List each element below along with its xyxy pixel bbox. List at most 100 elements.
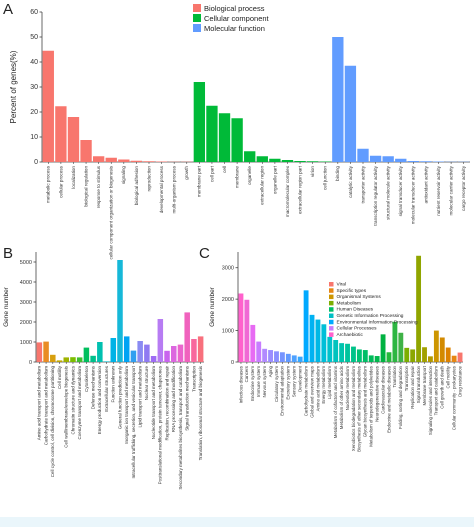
bar [238, 293, 244, 362]
bar [130, 350, 137, 362]
bar [43, 341, 49, 362]
bar [433, 330, 439, 362]
legend-label: Organismal Systems [337, 294, 382, 300]
x-tick-label: Defense mechanisms [90, 365, 95, 409]
panel-c: C 0 1000 2000 3000 Gene number Infectious dise… [199, 245, 463, 452]
x-tick-label: Posttranslational modification, protein … [158, 365, 163, 484]
bar [155, 161, 168, 162]
bar [218, 113, 231, 162]
x-tick-label: Aging [268, 365, 273, 377]
x-tick-label: organelle part [272, 165, 277, 194]
x-tick-label: Circulatory system [274, 366, 279, 402]
bar [110, 338, 117, 362]
y-tick-label: 1000 [20, 340, 32, 346]
x-tick-label: Folding, sorting and degradation [398, 365, 403, 429]
bar [256, 341, 262, 362]
x-tick-label: macromolecular complex [285, 165, 290, 217]
bar [55, 106, 67, 162]
bar [285, 353, 291, 362]
y-tick-label: 2000 [222, 297, 234, 303]
y-axis-label: Gene number [3, 286, 10, 327]
bar [157, 319, 164, 362]
bar [333, 340, 339, 362]
y-tick-label: 3000 [20, 300, 32, 306]
x-tick-label: molecular carrier activity [448, 165, 453, 215]
bar [351, 346, 356, 362]
bar [294, 161, 306, 162]
bar [356, 349, 362, 362]
x-tick-label: cell junction [323, 166, 328, 190]
x-tick-label: Cell cycle control, cell division, chrom… [50, 366, 55, 478]
x-tick-label: reproduction [146, 166, 151, 192]
x-tick-label: Transport and catabolism [434, 366, 439, 416]
x-tick-label: Cellular community - prokaryotes [451, 365, 456, 430]
x-tick-label: Neurodegenerative diseases [374, 365, 379, 422]
y-tick-label: 0 [29, 360, 32, 366]
bar [432, 161, 445, 162]
x-tick-label: localization [71, 166, 76, 189]
panel-label: C [199, 245, 210, 262]
bottom-strip [0, 517, 474, 527]
x-tick-label: metabolic process [46, 165, 51, 203]
x-tick-label: Cytoskeleton [84, 366, 89, 393]
bar [76, 357, 83, 362]
legend-swatch [329, 326, 334, 331]
y-tick-label: 20 [30, 109, 38, 116]
bar [123, 336, 130, 362]
x-tick-label: Energy production and conversion [97, 366, 102, 435]
x-tick-label: Glycan biosynthesis and metabolism [363, 366, 368, 438]
bar [137, 341, 143, 362]
x-tick-label: Cardiovascular diseases [380, 365, 385, 414]
bar [97, 342, 103, 362]
x-tick-label: Xenobiotics biodegradation and metabolis… [351, 366, 356, 452]
y-tick-label: 2000 [20, 320, 32, 326]
bar [386, 352, 392, 362]
legend-label: Metabolism [337, 300, 362, 306]
x-tick-label: RNA processing and modification [171, 366, 176, 433]
legend-label: Cellular component [204, 14, 270, 23]
bar [269, 158, 281, 162]
bar [291, 355, 297, 362]
x-tick-label: cargo receptor activity [461, 165, 466, 211]
bar [171, 346, 177, 362]
x-tick-label: signaling [121, 166, 126, 185]
x-tick-label: signal transducer activity [398, 165, 403, 216]
x-tick-label: Nervous system [262, 366, 267, 398]
x-tick-label: Translation, ribosomal structure and bio… [198, 365, 203, 460]
x-tick-label: cell part [209, 165, 214, 182]
x-tick-label: Excretory system [286, 366, 291, 400]
x-tick-label: Nucleotide transport and metabolism [151, 366, 156, 440]
bar [143, 161, 155, 162]
bar [268, 350, 273, 362]
legend-swatch [193, 24, 201, 32]
bar [144, 344, 150, 362]
y-tick-label: 30 [30, 84, 38, 91]
x-tick-label: Coenzyme transport and metabolism [77, 366, 82, 440]
bar [422, 347, 427, 362]
panel-a: A 0 10 20 30 40 50 60 Percent of genes(%) metabol… [3, 1, 470, 259]
y-tick-label: 3000 [222, 266, 234, 272]
x-tick-label: cellular process [58, 165, 63, 198]
bar [193, 82, 206, 162]
bar [398, 332, 404, 362]
bar [362, 350, 368, 362]
legend-swatch [329, 300, 334, 306]
x-tick-label: transporter activity [360, 165, 365, 203]
legend-swatch [193, 4, 201, 12]
y-tick-label: 50 [30, 34, 38, 41]
bar [357, 148, 369, 162]
bar [428, 356, 433, 362]
x-tick-label: Metabolism of other amino acids [339, 365, 344, 429]
bar [344, 65, 357, 162]
bar [451, 355, 457, 362]
bar [439, 337, 445, 362]
legend-label: Viral [337, 282, 347, 288]
x-tick-label: Inorganic ion transport and metabolism [124, 366, 129, 444]
legend-swatch [329, 313, 334, 318]
bar [309, 314, 315, 362]
x-tick-label: Cell motility [57, 365, 62, 389]
bar [321, 324, 327, 362]
x-tick-label: catalytic activity [348, 165, 353, 198]
x-tick-label: Drug resistance [457, 365, 462, 396]
